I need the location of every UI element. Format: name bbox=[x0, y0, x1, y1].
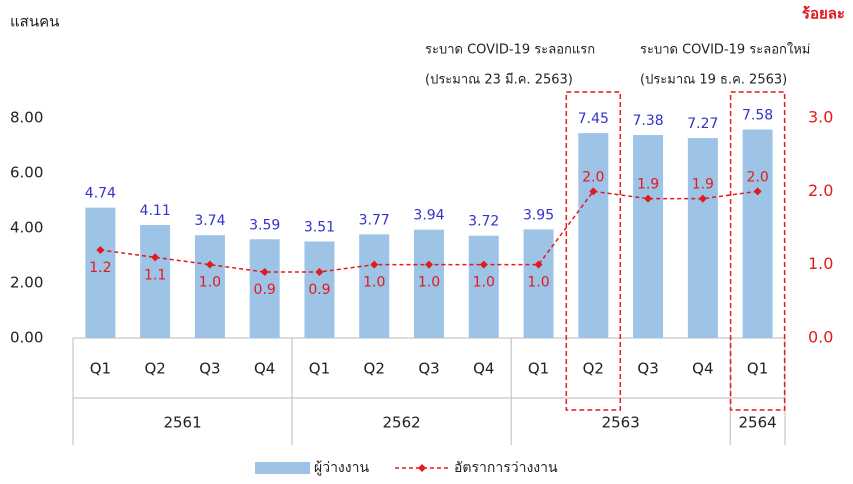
bar bbox=[468, 235, 499, 338]
group-label: 2563 bbox=[602, 414, 640, 432]
rate-value-label: 1.0 bbox=[418, 275, 440, 291]
bar bbox=[687, 138, 718, 338]
y2-tick-label: 2.0 bbox=[808, 181, 833, 200]
annotation: (ประมาณ 19 ธ.ค. 2563) bbox=[640, 73, 787, 88]
rate-value-label: 2.0 bbox=[746, 169, 768, 185]
bar-value-label: 7.45 bbox=[578, 111, 609, 127]
x-tick-label: Q2 bbox=[144, 360, 165, 378]
rate-marker bbox=[205, 260, 214, 269]
rate-marker bbox=[315, 268, 324, 276]
x-tick-label: Q1 bbox=[528, 360, 549, 378]
bar bbox=[359, 234, 390, 338]
x-tick-label: Q2 bbox=[583, 360, 604, 378]
rate-value-label: 0.9 bbox=[254, 282, 276, 298]
bar-value-label: 3.74 bbox=[194, 213, 225, 229]
y2-tick-label: 0.0 bbox=[808, 328, 833, 347]
bar-value-label: 7.38 bbox=[632, 113, 663, 129]
bar-value-label: 3.77 bbox=[359, 212, 390, 228]
highlight-box bbox=[729, 91, 786, 411]
bar bbox=[742, 129, 773, 338]
x-tick-label: Q2 bbox=[364, 360, 385, 378]
rate-value-label: 1.0 bbox=[199, 275, 221, 291]
rate-marker bbox=[96, 246, 105, 254]
y-axis-label: แสนคน bbox=[10, 13, 59, 31]
rate-marker bbox=[698, 194, 707, 203]
rate-value-label: 1.0 bbox=[527, 275, 549, 291]
y-tick-label: 8.00 bbox=[10, 109, 43, 127]
rate-value-label: 2.0 bbox=[582, 169, 604, 185]
x-tick-label: Q3 bbox=[637, 360, 658, 378]
highlight-box bbox=[565, 91, 622, 411]
rate-marker bbox=[425, 260, 433, 269]
x-tick-label: Q4 bbox=[473, 360, 494, 378]
x-tick-label: Q1 bbox=[90, 360, 111, 378]
annotation: ระบาด COVID-19 ระลอกแรก bbox=[425, 43, 595, 58]
bar bbox=[414, 229, 444, 338]
rate-marker bbox=[260, 268, 269, 276]
rate-value-label: 0.9 bbox=[308, 282, 330, 298]
bar-value-label: 7.27 bbox=[687, 116, 718, 132]
bar-value-label: 3.95 bbox=[523, 207, 554, 223]
rate-marker bbox=[534, 260, 543, 269]
rate-value-label: 1.0 bbox=[363, 275, 385, 291]
rate-marker bbox=[644, 194, 653, 203]
legend-swatch bbox=[255, 462, 310, 474]
bar bbox=[249, 239, 280, 338]
bar-value-label: 3.72 bbox=[468, 214, 499, 230]
y-tick-label: 0.00 bbox=[10, 329, 43, 347]
bar bbox=[304, 241, 335, 338]
group-label: 2564 bbox=[739, 414, 777, 432]
rate-marker bbox=[370, 260, 379, 269]
bar bbox=[140, 224, 171, 338]
rate-marker bbox=[479, 260, 488, 269]
group-label: 2562 bbox=[383, 414, 421, 432]
bar bbox=[85, 207, 116, 338]
bar-value-label: 3.59 bbox=[249, 217, 280, 233]
bar bbox=[633, 135, 664, 338]
y2-axis-label: ร้อยละ bbox=[802, 5, 845, 23]
bar-value-label: 4.74 bbox=[85, 186, 116, 202]
rate-marker bbox=[589, 187, 598, 196]
rate-marker bbox=[151, 253, 160, 262]
rate-value-label: 1.9 bbox=[692, 177, 714, 193]
y-tick-label: 4.00 bbox=[10, 219, 43, 237]
annotation: (ประมาณ 23 มี.ค. 2563) bbox=[425, 72, 573, 88]
rate-value-label: 1.1 bbox=[144, 267, 166, 283]
annotation: ระบาด COVID-19 ระลอกใหม่ bbox=[640, 42, 810, 58]
x-tick-label: Q4 bbox=[692, 360, 713, 378]
x-tick-label: Q4 bbox=[254, 360, 275, 378]
bar-value-label: 7.58 bbox=[742, 108, 773, 124]
bar bbox=[523, 229, 554, 338]
x-tick-label: Q1 bbox=[747, 360, 768, 378]
legend-swatch bbox=[418, 464, 426, 472]
y2-tick-label: 3.0 bbox=[808, 108, 833, 127]
bar bbox=[194, 235, 225, 338]
y-tick-label: 2.00 bbox=[10, 274, 43, 292]
bar-value-label: 3.51 bbox=[304, 219, 335, 235]
legend-label: อัตราการว่างงาน bbox=[454, 460, 558, 476]
x-tick-label: Q3 bbox=[199, 360, 220, 378]
y-tick-label: 6.00 bbox=[10, 164, 43, 182]
x-tick-label: Q1 bbox=[309, 360, 330, 378]
group-label: 2561 bbox=[163, 414, 201, 432]
rate-marker bbox=[753, 187, 762, 196]
x-tick-label: Q3 bbox=[418, 360, 439, 378]
bar-value-label: 4.11 bbox=[140, 203, 171, 219]
y2-tick-label: 1.0 bbox=[808, 254, 833, 273]
bar bbox=[578, 133, 609, 338]
legend-label: ผู้ว่างงาน bbox=[314, 460, 369, 476]
rate-value-label: 1.0 bbox=[473, 275, 495, 291]
rate-value-label: 1.2 bbox=[89, 260, 111, 276]
rate-value-label: 1.9 bbox=[637, 177, 659, 193]
bar-value-label: 3.94 bbox=[413, 208, 444, 224]
